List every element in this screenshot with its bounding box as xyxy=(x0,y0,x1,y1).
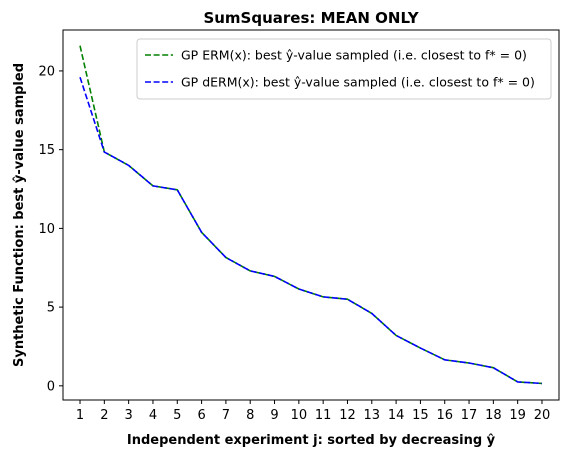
x-tick-label-7: 7 xyxy=(222,408,230,423)
plot-marks xyxy=(79,45,543,385)
x-tick-label-16: 16 xyxy=(436,408,453,423)
y-tick-label-20: 20 xyxy=(38,64,55,79)
x-tick-label-8: 8 xyxy=(246,408,254,423)
x-tick-label-19: 19 xyxy=(509,408,526,423)
y-tick-label-0: 0 xyxy=(47,379,55,394)
x-tick-label-9: 9 xyxy=(270,408,278,423)
series-line-derm xyxy=(79,76,543,385)
y-tick-label-15: 15 xyxy=(38,143,55,158)
legend-entry-derm: GP dERM(x): best ŷ-value sampled (i.e. c… xyxy=(181,75,535,90)
x-tick-label-20: 20 xyxy=(534,408,551,423)
x-tick-label-4: 4 xyxy=(149,408,157,423)
x-axis: 1 2 3 4 5 6 7 8 9 10 11 12 13 14 15 16 17 18 19 20 xyxy=(76,400,550,423)
x-tick-label-5: 5 xyxy=(173,408,181,423)
x-tick-label-11: 11 xyxy=(315,408,332,423)
x-tick-label-17: 17 xyxy=(461,408,478,423)
x-tick-label-13: 13 xyxy=(364,408,381,423)
y-axis: 0 5 10 15 20 xyxy=(38,64,63,394)
x-tick-label-12: 12 xyxy=(339,408,356,423)
x-tick-label-6: 6 xyxy=(197,408,205,423)
y-tick-label-10: 10 xyxy=(38,222,55,237)
x-tick-label-18: 18 xyxy=(485,408,502,423)
y-axis-label: Synthetic Function: best ŷ-value sampled xyxy=(12,63,27,367)
x-tick-label-14: 14 xyxy=(388,408,405,423)
x-axis-label: Independent experiment j: sorted by decr… xyxy=(127,433,496,448)
legend: GP ERM(x): best ŷ-value sampled (i.e. cl… xyxy=(136,38,552,100)
legend-entry-erm: GP ERM(x): best ŷ-value sampled (i.e. cl… xyxy=(181,48,527,63)
x-tick-label-1: 1 xyxy=(76,408,84,423)
x-tick-label-15: 15 xyxy=(412,408,429,423)
chart-title: SumSquares: MEAN ONLY xyxy=(203,9,419,27)
x-tick-label-3: 3 xyxy=(125,408,133,423)
plot-frame xyxy=(62,29,560,401)
y-tick-label-5: 5 xyxy=(47,301,55,316)
x-tick-label-10: 10 xyxy=(291,408,308,423)
legend-frame xyxy=(136,38,552,100)
x-tick-label-2: 2 xyxy=(100,408,108,423)
